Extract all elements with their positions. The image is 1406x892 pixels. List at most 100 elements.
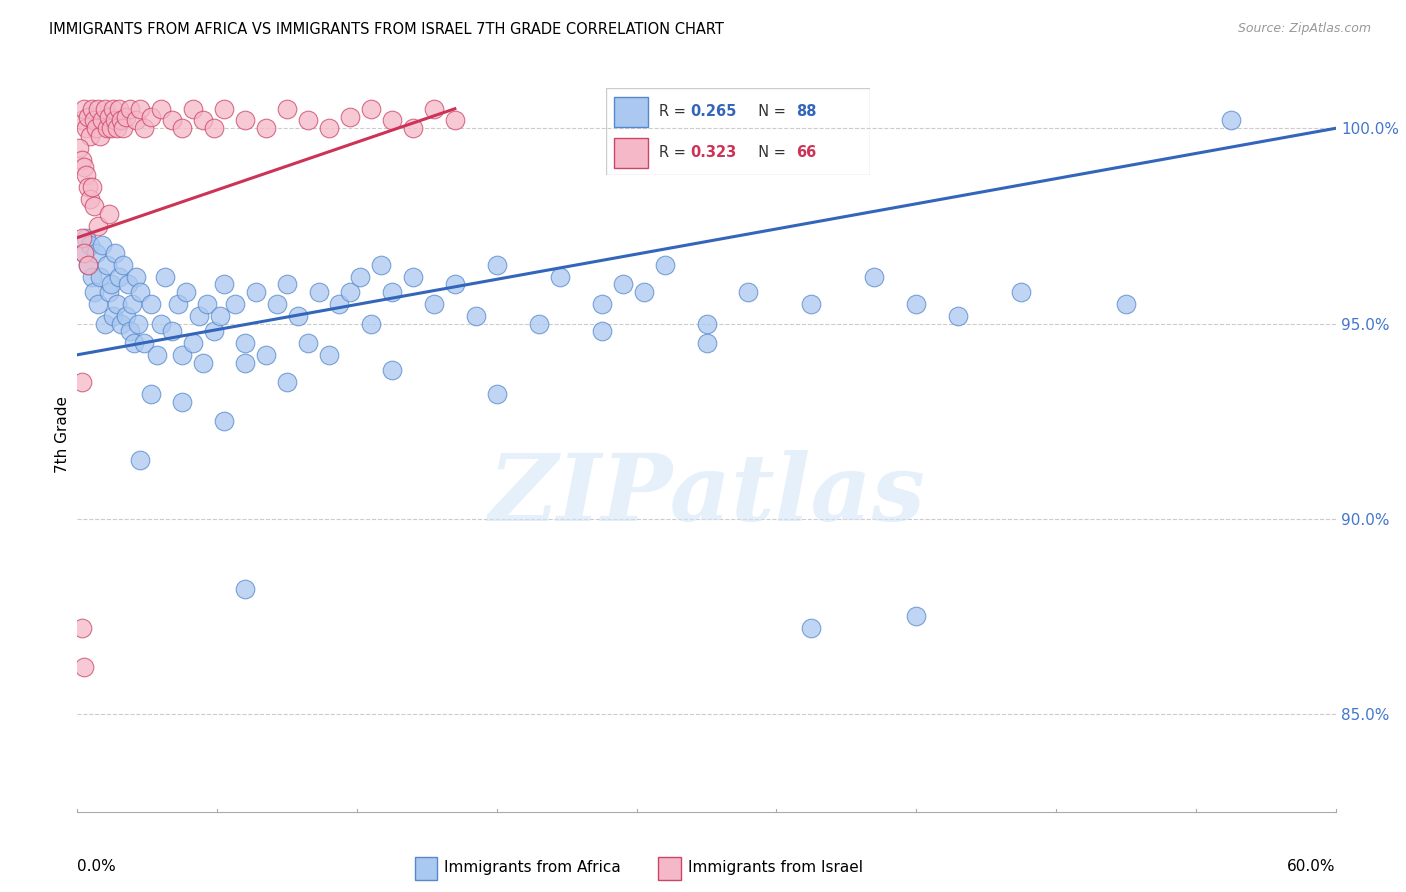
Point xyxy=(127,317,149,331)
Point xyxy=(70,621,93,635)
Point xyxy=(339,285,361,300)
Point xyxy=(139,387,162,401)
Text: Immigrants from Israel: Immigrants from Israel xyxy=(688,860,862,874)
Point xyxy=(527,317,550,331)
Point xyxy=(485,258,508,272)
Point xyxy=(146,348,169,362)
Point xyxy=(75,168,97,182)
Point xyxy=(181,102,204,116)
Text: 0.265: 0.265 xyxy=(690,104,737,120)
Point xyxy=(105,121,128,136)
Text: N =: N = xyxy=(748,104,790,120)
Point xyxy=(195,297,218,311)
Point xyxy=(402,121,425,136)
FancyBboxPatch shape xyxy=(614,137,648,168)
Point xyxy=(160,324,183,338)
Point xyxy=(105,297,128,311)
Point xyxy=(1219,113,1241,128)
Point xyxy=(202,121,225,136)
Point xyxy=(104,246,127,260)
Point xyxy=(800,297,823,311)
Point xyxy=(101,102,124,116)
Point xyxy=(84,246,107,260)
Point xyxy=(100,277,122,292)
Point xyxy=(266,297,288,311)
Point xyxy=(150,317,173,331)
Point xyxy=(97,285,120,300)
Point xyxy=(70,375,93,389)
Text: 66: 66 xyxy=(796,145,817,161)
Point xyxy=(591,324,613,338)
Point xyxy=(108,102,131,116)
Point xyxy=(233,113,256,128)
Point xyxy=(97,110,120,124)
Point xyxy=(233,356,256,370)
Point xyxy=(80,179,103,194)
Text: 60.0%: 60.0% xyxy=(1288,859,1336,873)
Point xyxy=(464,309,486,323)
Point xyxy=(1115,297,1137,311)
Point xyxy=(110,113,132,128)
Point xyxy=(104,113,127,128)
Text: Immigrants from Africa: Immigrants from Africa xyxy=(444,860,621,874)
Point xyxy=(139,110,162,124)
Point xyxy=(423,102,446,116)
Point xyxy=(125,113,148,128)
Point xyxy=(87,297,110,311)
FancyBboxPatch shape xyxy=(614,97,648,128)
Point xyxy=(72,246,94,260)
Point xyxy=(167,297,190,311)
Point xyxy=(121,297,143,311)
Point xyxy=(76,110,98,124)
Text: Source: ZipAtlas.com: Source: ZipAtlas.com xyxy=(1237,22,1371,36)
Point xyxy=(129,102,152,116)
Point xyxy=(276,375,298,389)
Point xyxy=(76,179,98,194)
Point xyxy=(188,309,211,323)
Point xyxy=(118,102,141,116)
Point xyxy=(79,192,101,206)
Point xyxy=(423,297,446,311)
Text: 0.323: 0.323 xyxy=(690,145,737,161)
Point xyxy=(93,317,115,331)
Point xyxy=(125,269,148,284)
Point xyxy=(97,207,120,221)
Point xyxy=(84,121,107,136)
Point xyxy=(612,277,634,292)
Point xyxy=(70,230,93,244)
Point xyxy=(112,258,135,272)
Point xyxy=(83,113,105,128)
Point xyxy=(72,660,94,674)
Point xyxy=(87,102,110,116)
Point xyxy=(134,336,156,351)
Point xyxy=(402,269,425,284)
Point xyxy=(87,219,110,233)
Text: 0.0%: 0.0% xyxy=(77,859,117,873)
Point xyxy=(948,309,970,323)
Point xyxy=(360,317,382,331)
Point xyxy=(150,102,173,116)
Point xyxy=(172,121,194,136)
Point xyxy=(112,121,135,136)
Point xyxy=(72,102,94,116)
Point xyxy=(254,348,277,362)
Point xyxy=(114,110,136,124)
Point xyxy=(91,238,114,252)
Point xyxy=(287,309,309,323)
Point xyxy=(75,230,97,244)
Point xyxy=(633,285,655,300)
Text: N =: N = xyxy=(748,145,790,161)
Point xyxy=(591,297,613,311)
Point xyxy=(737,285,759,300)
Text: R =: R = xyxy=(658,104,690,120)
Point xyxy=(485,387,508,401)
Point xyxy=(108,269,131,284)
Point xyxy=(1010,285,1032,300)
Point xyxy=(117,277,139,292)
Y-axis label: 7th Grade: 7th Grade xyxy=(55,396,70,474)
Point xyxy=(83,285,105,300)
Point xyxy=(297,113,319,128)
Text: R =: R = xyxy=(658,145,690,161)
Point xyxy=(328,297,350,311)
Point xyxy=(101,309,124,323)
